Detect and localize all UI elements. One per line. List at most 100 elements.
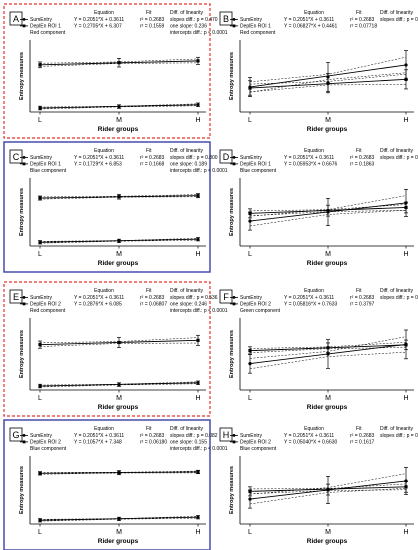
series-0 [38, 102, 200, 111]
legend-marker-square [22, 24, 26, 28]
chart-panel-b: B Equation Fit Diff. of linearity SumEntry Y … [219, 10, 418, 133]
x-tick-label: H [403, 395, 408, 402]
x-axis-title: Rider groups [307, 126, 348, 133]
confidence-band [39, 517, 199, 522]
legend-series-name: DeplEn ROI 2 [240, 440, 271, 446]
x-tick-label: L [38, 251, 42, 258]
data-point [404, 343, 408, 347]
legend-marker-circle [22, 434, 26, 437]
legend-series-name: DeplEn ROI 2 [240, 302, 271, 308]
plot-axes: L M H Rider groups Entropy measures [19, 40, 206, 133]
legend-series-name: DeplEn ROI 2 [30, 302, 61, 308]
x-tick-label: M [325, 395, 331, 402]
legend-component: Red component [30, 308, 66, 314]
x-tick-label: M [116, 529, 122, 536]
legend-diff: one slope: 0.236 [170, 24, 207, 30]
legend-marker-square [22, 302, 26, 306]
data-point [248, 211, 252, 215]
legend-header-diff: Diff. of linearity [170, 426, 203, 432]
confidence-band [249, 72, 407, 93]
data-point [196, 470, 200, 474]
plot-axes: L M H Rider groups Entropy measures [229, 178, 414, 267]
data-point [404, 485, 408, 489]
confidence-band [39, 383, 199, 388]
x-tick-label: H [403, 251, 408, 258]
data-point [38, 471, 42, 475]
legend-diff-intercepts: intercepts diff.: p < 0.0001 [170, 168, 228, 174]
legend: Equation Fit Diff. of linearity SumEntry Y =… [230, 10, 418, 36]
legend-fit: r² = 0.06180 [140, 440, 167, 446]
y-axis-title: Entropy measures [229, 330, 235, 378]
x-tick-label: M [116, 251, 122, 258]
x-axis-title: Rider groups [98, 538, 139, 545]
data-point [196, 515, 200, 519]
data-point [117, 61, 121, 65]
legend-equation: Y = 0.2876*X + 6.085 [74, 302, 122, 308]
confidence-band [39, 103, 199, 108]
chart-panel-h: H Equation Fit Diff. of linearity SumEntry Y … [219, 426, 418, 545]
data-point [196, 381, 200, 385]
series-1 [248, 481, 408, 497]
legend-header-diff: Diff. of linearity [380, 288, 413, 294]
x-tick-label: L [38, 395, 42, 402]
legend-diff: slopes diff.: p = 0.006 [380, 17, 418, 23]
legend-marker-circle [232, 18, 236, 21]
legend-equation: Y = 0.2051*X + 0.3611 [74, 433, 124, 439]
legend-header-fit: Fit [146, 148, 152, 154]
x-axis-title: Rider groups [98, 260, 139, 267]
legend-header-diff: Diff. of linearity [170, 288, 203, 294]
legend-equation: Y = 0.2051*X + 0.3611 [284, 155, 334, 161]
data-point [117, 340, 121, 345]
data-point [248, 86, 252, 90]
data-point [38, 106, 42, 110]
legend-equation: Y = 0.2051*X + 0.3611 [74, 17, 124, 23]
x-tick-label: M [116, 117, 122, 124]
y-axis-title: Entropy measures [19, 466, 25, 514]
legend-header-fit: Fit [356, 10, 362, 16]
legend-header-equation: Equation [304, 288, 324, 294]
legend-series-name: SumEntry [240, 433, 262, 439]
legend-fit: r² = 0.2683 [350, 433, 375, 439]
legend-header-diff: Diff. of linearity [170, 10, 203, 16]
legend-diff-intercepts: intercepts diff.: p < 0.0001 [170, 308, 228, 314]
series-1 [38, 56, 200, 69]
data-point [38, 63, 42, 67]
chart-panel-g: G Equation Fit Diff. of linearity SumEntry Y … [3, 419, 228, 550]
panel-frame [3, 419, 211, 550]
panel-letter-box [9, 11, 23, 26]
legend-marker-circle [232, 156, 236, 159]
legend-fit: r² = 0.06807 [140, 302, 167, 308]
legend-header-equation: Equation [304, 148, 324, 154]
legend-series-name: SumEntry [30, 433, 52, 439]
data-point [248, 349, 252, 353]
legend-equation: Y = 0.1729*X + 6.853 [74, 162, 122, 168]
data-point [196, 237, 200, 241]
legend-diff: one slope: 0.246 [170, 302, 207, 308]
x-tick-label: H [403, 117, 408, 124]
legend-fit: r² = 0.1668 [140, 162, 165, 168]
data-point [117, 517, 121, 521]
legend-series-name: DeplEn ROI 2 [30, 440, 61, 446]
legend-marker-circle [22, 296, 26, 299]
data-point [248, 219, 252, 223]
data-point [38, 518, 42, 522]
panel-letter-box [219, 11, 233, 26]
legend-fit: r² = 0.1617 [350, 440, 375, 446]
x-tick-label: M [325, 529, 331, 536]
data-point [326, 352, 330, 356]
series-0 [38, 237, 200, 245]
legend-fit: r² = 0.07718 [350, 24, 377, 30]
legend-fit: r² = 0.3797 [350, 302, 375, 308]
panel-letter: G [12, 430, 19, 440]
x-tick-label: L [248, 251, 252, 258]
confidence-band [39, 238, 199, 242]
panel-letter: A [13, 14, 19, 24]
panel-letter: H [223, 430, 230, 440]
data-point [38, 240, 42, 244]
legend-diff: slopes diff.: p = 0.0004 [380, 433, 418, 439]
chart-panel-e: E Equation Fit Diff. of linearity SumEntry Y … [3, 281, 228, 417]
legend: Equation Fit Diff. of linearity SumEntry Y =… [230, 148, 418, 174]
data-point [404, 77, 408, 81]
data-point [117, 105, 121, 109]
x-tick-label: L [248, 117, 252, 124]
